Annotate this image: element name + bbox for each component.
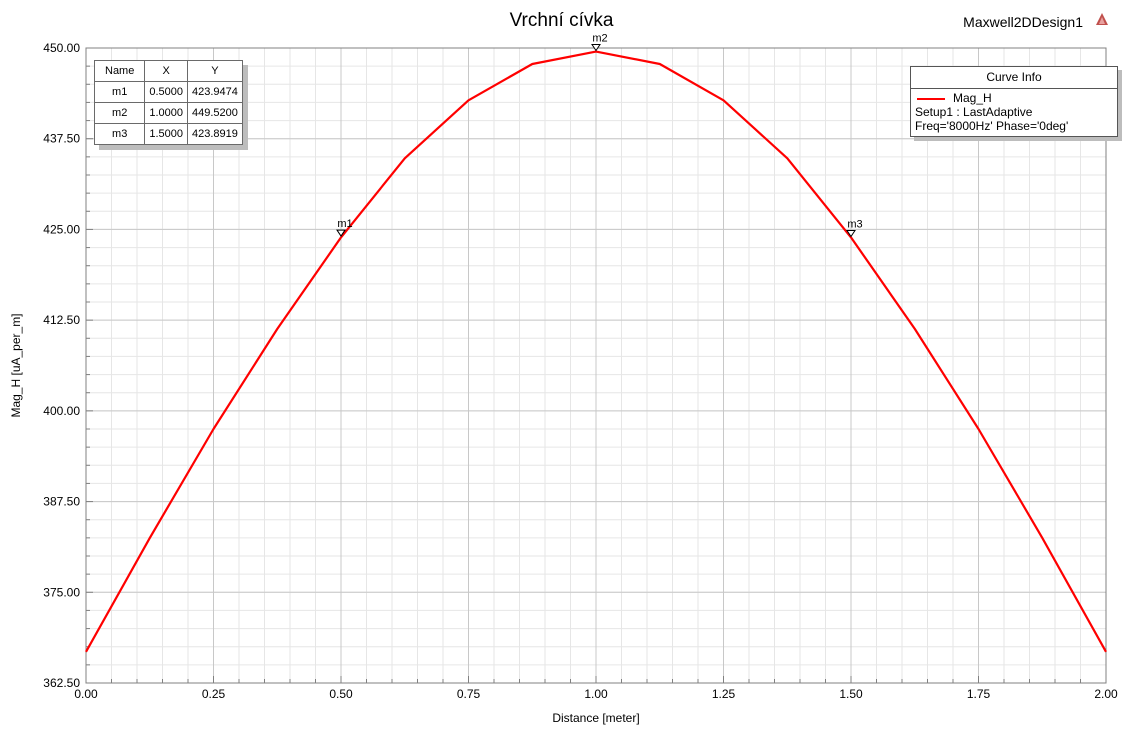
x-tick-label: 1.75 [967,687,991,701]
marker-y-cell: 423.8919 [187,123,243,145]
curve-info-title: Curve Info [911,67,1117,89]
marker-table-header-name: Name [93,60,146,82]
marker-name-cell: m2 [93,102,146,124]
x-tick-label: 2.00 [1094,687,1118,701]
y-axis-label: Mag_H [uA_per_m] [9,313,23,417]
marker-m2 [591,43,601,52]
marker-label-m1: m1 [337,218,352,230]
y-tick-label: 375.00 [43,585,80,599]
y-tick-label: 425.00 [43,222,80,236]
legend-params: Freq='8000Hz' Phase='0deg' [915,119,1069,133]
marker-table-header-x: X [144,60,188,82]
y-tick-label: 387.50 [43,495,80,509]
y-tick-label: 362.50 [43,676,80,690]
legend-setup: Setup1 : LastAdaptive [915,105,1033,119]
x-tick-label: 1.25 [712,687,736,701]
x-tick-label: 0.00 [74,687,98,701]
marker-y-cell: 423.9474 [187,81,243,103]
y-tick-label: 450.00 [43,41,80,55]
legend-line-swatch [917,97,945,100]
y-tick-label: 437.50 [43,132,80,146]
series-line-mag-h [85,50,1107,653]
maxwell-design-icon [1096,13,1108,25]
x-tick-label: 0.50 [329,687,353,701]
y-tick-label: 400.00 [43,404,80,418]
marker-table: Name X Y m1 0.5000 423.9474 m2 1.0000 44… [93,60,243,145]
marker-label-m3: m3 [847,218,862,230]
marker-name-cell: m1 [93,81,146,103]
legend-entry: Mag_H [915,91,1113,105]
chart-title: Vrchní cívka [509,10,614,31]
y-tick-label: 412.50 [43,313,80,327]
x-tick-label: 1.50 [839,687,863,701]
marker-y-cell: 449.5200 [187,102,243,124]
marker-x-cell: 1.5000 [144,123,188,145]
curve-info-legend: Curve Info Mag_H Setup1 : LastAdaptive F… [910,66,1118,137]
marker-label-m2: m2 [592,32,607,44]
marker-table-row: m3 1.5000 423.8919 [93,123,243,145]
marker-table-header-y: Y [187,60,243,82]
marker-table-row: m2 1.0000 449.5200 [93,102,243,124]
marker-m3 [846,229,856,238]
design-name: Maxwell2DDesign1 [963,14,1083,30]
marker-table-row: m1 0.5000 423.9474 [93,81,243,103]
x-tick-label: 0.75 [457,687,481,701]
x-tick-label: 0.25 [202,687,226,701]
marker-m1 [336,229,346,237]
marker-x-cell: 0.5000 [144,81,188,103]
legend-series-name: Mag_H [953,91,992,105]
x-tick-label: 1.00 [584,687,608,701]
x-axis-label: Distance [meter] [552,711,639,725]
marker-name-cell: m3 [93,123,146,145]
marker-x-cell: 1.0000 [144,102,188,124]
